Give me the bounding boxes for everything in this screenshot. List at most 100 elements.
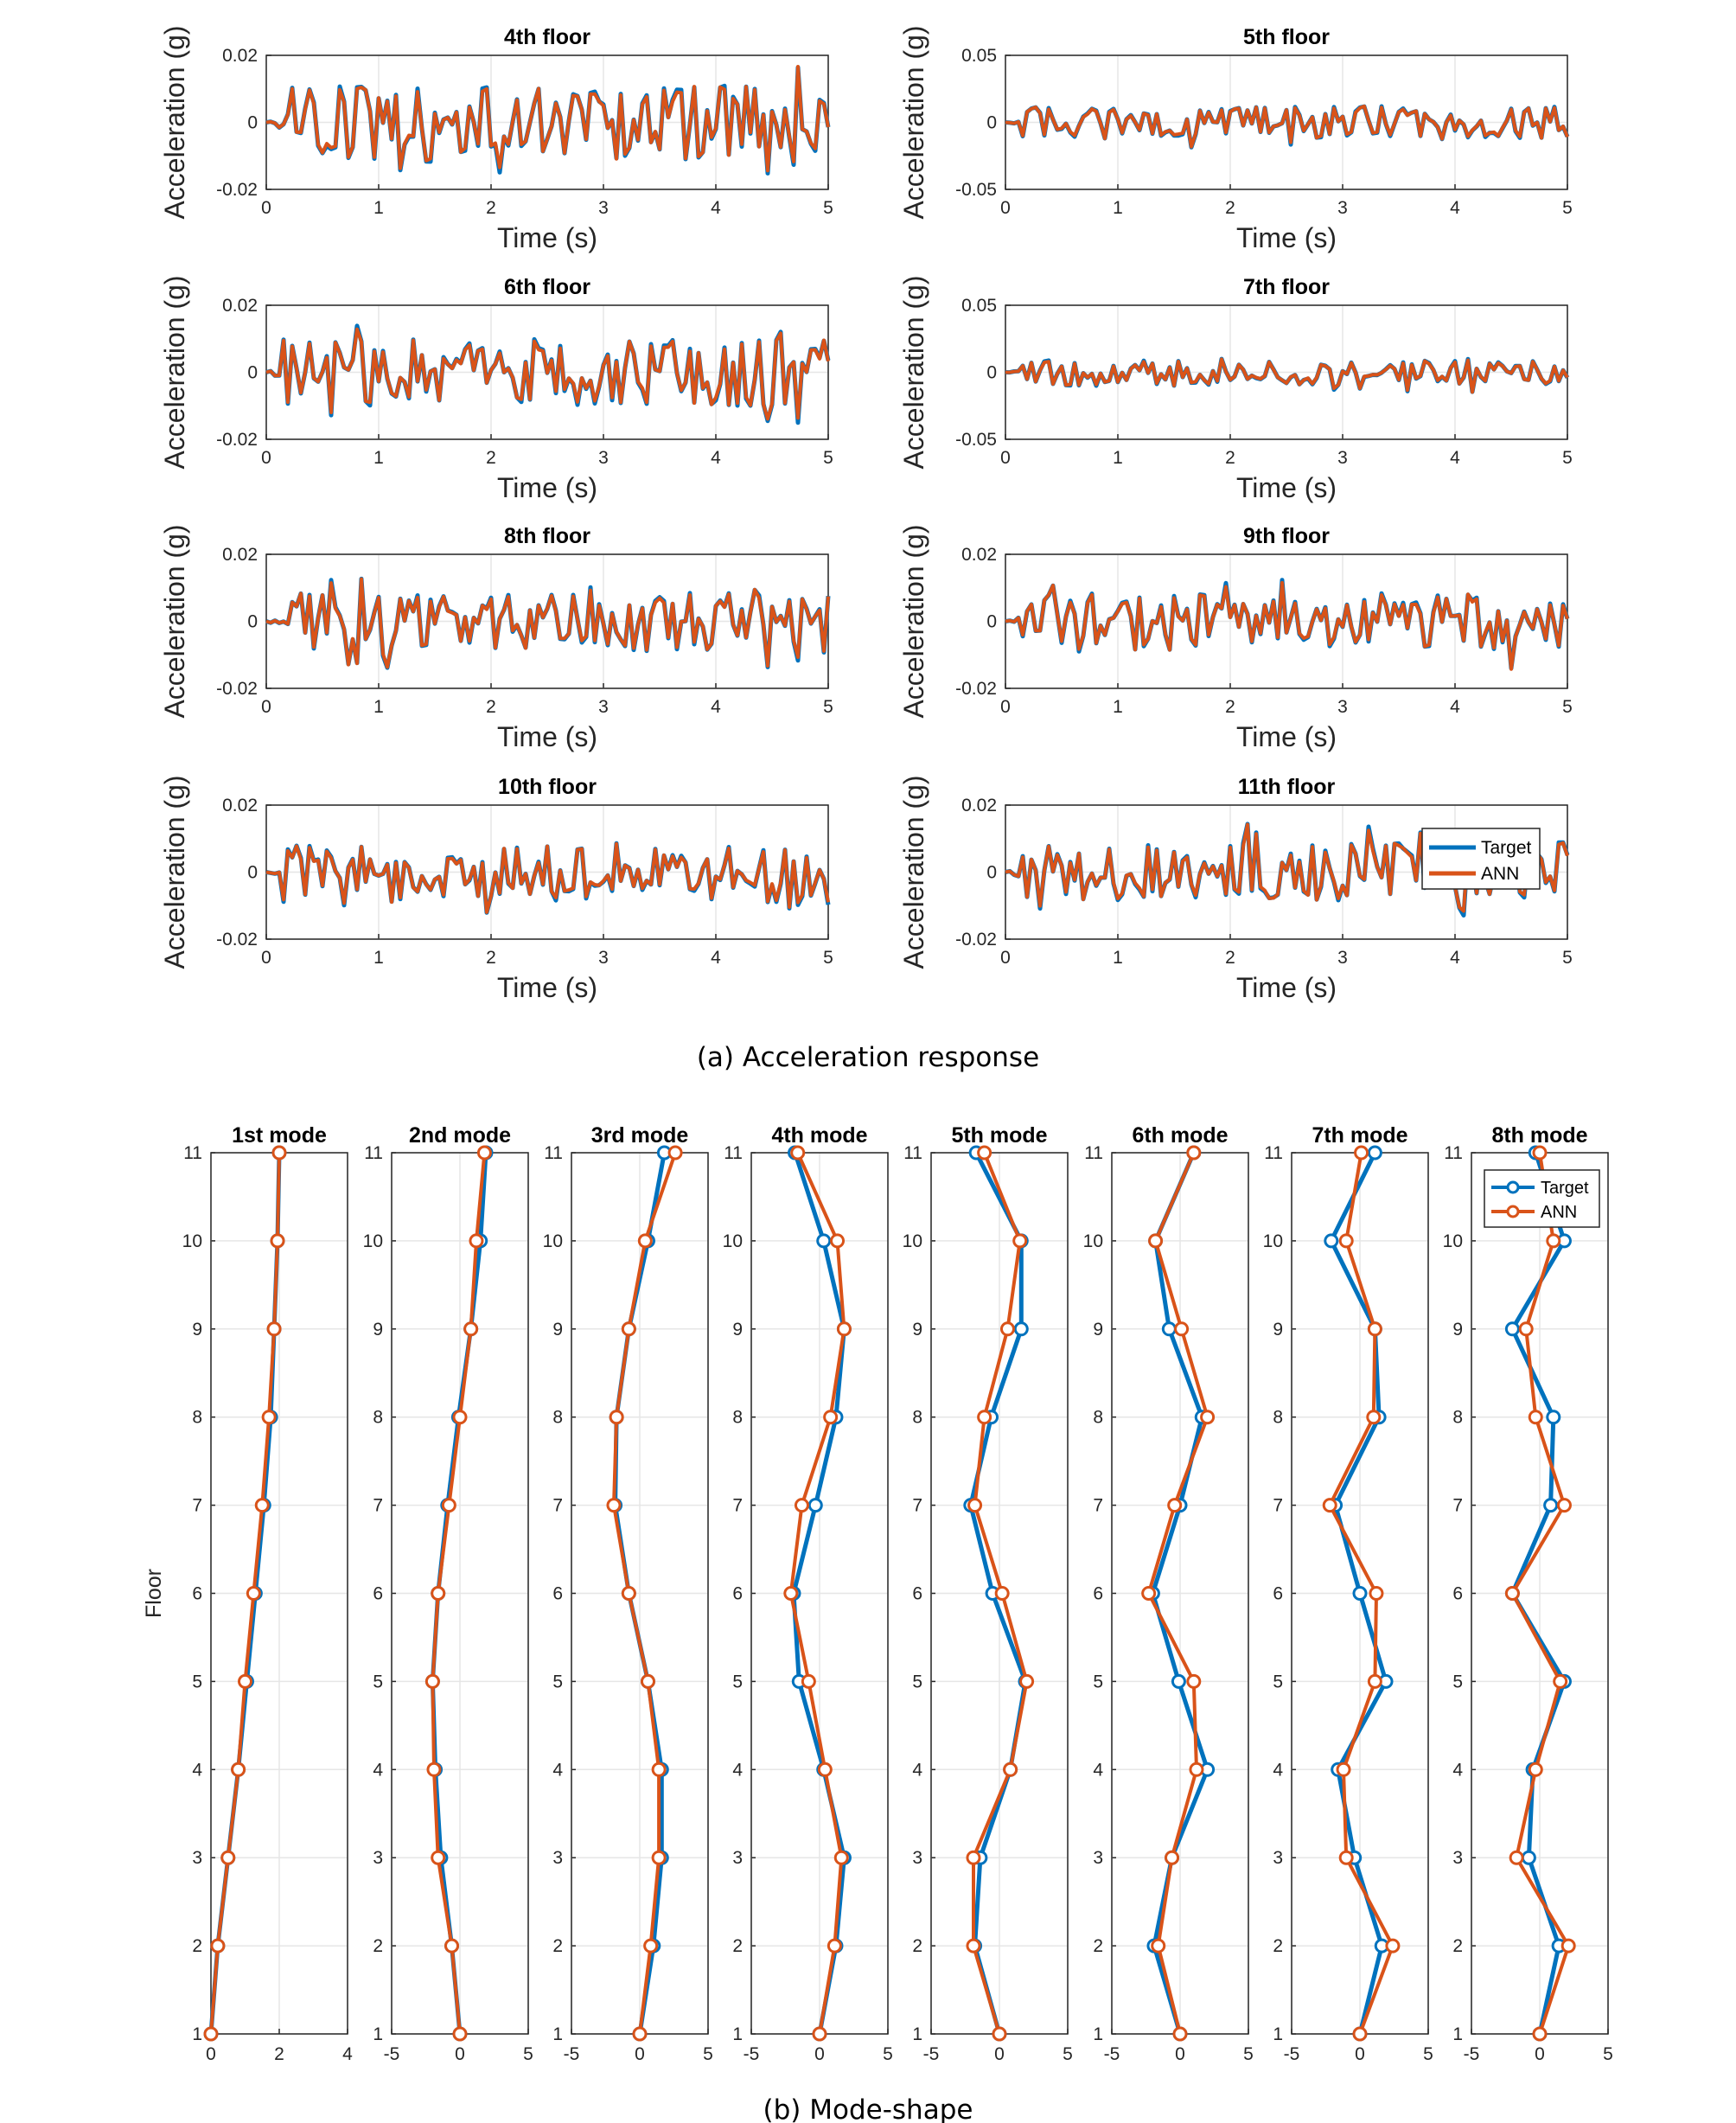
x-tick-label: 3 [1337,948,1348,968]
y-tick-label: 0.02 [222,296,258,316]
y-tick-label: 1 [192,2024,202,2044]
ann-point [632,2026,648,2042]
y-tick-label: 6 [1093,1584,1103,1604]
target-point [1543,1498,1559,1513]
ann-point [1546,1233,1561,1249]
x-tick-label: 5 [1423,2044,1433,2064]
y-tick-label: -0.02 [216,180,258,200]
x-tick-label: 2 [1225,697,1235,717]
ann-point [790,1145,806,1161]
y-tick-label: 0 [247,612,258,632]
ann-point [1367,1673,1382,1689]
subplot-title: 7th mode [1312,1123,1407,1148]
y-tick-label: 4 [192,1760,202,1780]
target-point [1367,1145,1382,1161]
target-point [1171,1673,1186,1689]
ann-point [830,1233,846,1249]
x-tick-label: 5 [703,2044,713,2064]
y-axis-label: Acceleration (g) [898,775,929,969]
ann-point [836,1321,852,1337]
series-ann-line [1005,104,1569,149]
y-tick-label: 5 [1093,1672,1103,1691]
target-point [1352,1586,1368,1601]
ann-point [1167,1498,1183,1513]
ann-point [246,1586,261,1601]
y-tick-label: 8 [192,1408,202,1428]
x-tick-label: -5 [564,2044,580,2064]
y-tick-label: 7 [732,1496,743,1516]
y-tick-label: 10 [1083,1231,1103,1251]
y-tick-label: 11 [1264,1143,1283,1163]
target-point [816,1233,832,1249]
ann-point [1186,1673,1202,1689]
ann-point [1338,1850,1354,1865]
y-tick-label: 0.05 [961,46,997,66]
ann-point [1338,1233,1354,1249]
ann-point [1528,1410,1543,1425]
x-tick-label: 5 [1562,697,1573,717]
x-tick-label: 0 [1535,2044,1545,2064]
ann-point [1019,1673,1035,1689]
y-tick-label: 1 [552,2024,563,2044]
y-tick-label: 0.02 [961,545,997,565]
y-tick-label: 9 [1093,1320,1103,1340]
y-tick-label: 5 [1273,1672,1283,1691]
series-ann-line [265,327,830,421]
ann-point [999,1321,1015,1337]
y-tick-label: 4 [373,1760,383,1780]
y-tick-label: 9 [552,1320,563,1340]
ann-point [254,1498,270,1513]
x-tick-label: 0 [994,2044,1005,2064]
series-ann-line [1005,580,1569,671]
x-tick-label: 1 [373,948,384,968]
subplot-title: 11th floor [1238,775,1336,799]
x-tick-label: 5 [1603,2044,1613,2064]
x-tick-label: 3 [598,948,609,968]
y-tick-label: 9 [1452,1320,1463,1340]
ann-point [977,1145,992,1161]
y-tick-label: 8 [552,1408,563,1428]
x-tick-label: 2 [486,948,496,968]
ann-point [431,1586,446,1601]
y-tick-label: 4 [912,1760,922,1780]
y-tick-label: 4 [1273,1760,1283,1780]
ann-point [452,2026,468,2042]
ann-point [1186,1145,1202,1161]
x-axis-label: Time (s) [497,472,597,503]
x-axis-label: Time (s) [1236,222,1337,253]
ann-point [1532,2026,1548,2042]
y-tick-label: 6 [373,1584,383,1604]
y-tick-label: 11 [544,1143,563,1163]
x-tick-label: 2 [1225,198,1235,218]
y-tick-label: 6 [1452,1584,1463,1604]
y-tick-label: 3 [912,1848,922,1868]
ann-point [994,1586,1010,1601]
y-tick-label: 8 [912,1408,922,1428]
y-tick-label: -0.02 [216,430,258,450]
x-tick-label: 4 [711,697,721,717]
y-tick-label: 5 [732,1672,743,1691]
x-tick-label: 5 [1243,2044,1254,2064]
target-point [1521,1850,1536,1865]
ann-point [270,1233,285,1249]
subplot-title: 2nd mode [409,1123,511,1148]
y-tick-label: 11 [183,1143,202,1163]
y-tick-label: 11 [364,1143,383,1163]
y-tick-label: 2 [912,1936,922,1956]
ann-point [966,1850,981,1865]
y-tick-label: 4 [732,1760,743,1780]
x-tick-label: 5 [823,198,833,218]
x-tick-label: 4 [711,948,721,968]
y-tick-label: 7 [1093,1496,1103,1516]
x-axis-label: Time (s) [497,222,597,253]
y-tick-label: 5 [1452,1672,1463,1691]
y-tick-label: 7 [1273,1496,1283,1516]
x-tick-label: 2 [1225,948,1235,968]
y-tick-label: 1 [373,2024,383,2044]
ann-point [823,1410,839,1425]
y-axis-label: Acceleration (g) [898,25,929,219]
y-tick-label: 0 [986,612,997,632]
